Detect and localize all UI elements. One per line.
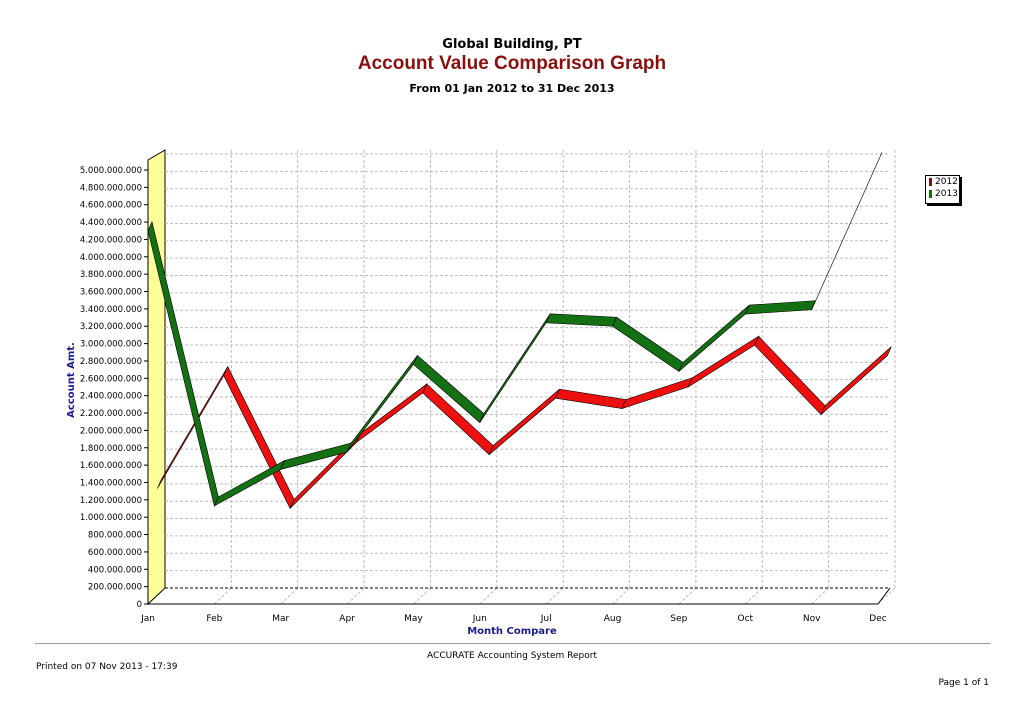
x-tick-label: May <box>404 614 423 624</box>
gridline-floor <box>280 587 299 605</box>
company-name: Global Building, PT <box>442 37 582 52</box>
x-tick-label: Feb <box>206 614 222 624</box>
gridline-floor <box>346 587 365 605</box>
legend-item-2012: 2012 <box>926 176 959 188</box>
y-tick-label: 5.000.000.000 <box>80 166 142 176</box>
y-tick-label: 2.600.000.000 <box>80 374 142 384</box>
legend-swatch-2013 <box>929 190 932 198</box>
y-tick-label: 3.000.000.000 <box>80 340 142 350</box>
chart-legend: 2012 2013 <box>925 175 960 204</box>
y-tick-label: 1.400.000.000 <box>80 478 142 488</box>
series-segment-2013 <box>811 152 883 310</box>
series-segment-2012 <box>820 346 892 415</box>
gridline-floor <box>413 587 431 605</box>
y-tick-label: 4.600.000.000 <box>80 201 142 211</box>
series-segment-2013 <box>213 459 286 507</box>
gridline-floor <box>479 587 498 605</box>
gridline-floor <box>612 587 630 605</box>
floor-right-edge <box>877 587 891 605</box>
gridline-floor <box>744 587 763 605</box>
report-title: Account Value Comparison Graph <box>357 53 667 74</box>
gridline-floor <box>214 587 232 605</box>
printed-timestamp: Printed on 07 Nov 2013 - 17:39 <box>36 662 178 672</box>
series-segment-2012 <box>687 335 760 388</box>
legend-label-2012: 2012 <box>935 177 958 187</box>
y-tick-label: 3.200.000.000 <box>80 322 142 332</box>
x-tick-label: Sep <box>670 614 687 624</box>
series-segment-2012 <box>555 388 627 409</box>
y-tick-label: 3.600.000.000 <box>80 288 142 298</box>
gridline-floor <box>811 587 829 605</box>
y-tick-label: 4.400.000.000 <box>80 218 142 228</box>
y-tick-label: 1.200.000.000 <box>80 496 142 506</box>
y-tick-label: 2.800.000.000 <box>80 357 142 367</box>
series-segment-2013 <box>612 316 684 372</box>
chart-series <box>147 152 892 510</box>
x-tick-label: Nov <box>803 614 821 624</box>
chart-labels: 0 200.000.000 400.000.000 600.000.000 800.00… <box>66 166 887 637</box>
chart-grid <box>147 149 896 606</box>
y-tick-label: 3.400.000.000 <box>80 305 142 315</box>
report-footer: ACCURATE Accounting System Report <box>427 651 597 661</box>
x-tick-label: Dec <box>869 614 886 624</box>
y-tick-label: 400.000.000 <box>88 565 142 575</box>
x-axis-title: Month Compare <box>467 626 557 637</box>
y-tick-label: 1.000.000.000 <box>80 513 142 523</box>
series-segment-2012 <box>223 365 295 510</box>
y-tick-label: 800.000.000 <box>88 531 142 541</box>
gridline-floor <box>678 587 697 605</box>
series-2012 <box>157 335 892 510</box>
y-tick-label: 600.000.000 <box>88 548 142 558</box>
x-tick-label: Jul <box>540 614 552 624</box>
series-2013 <box>147 152 883 507</box>
series-segment-2012 <box>621 377 693 410</box>
y-tick-label: 4.000.000.000 <box>80 253 142 263</box>
x-tick-label: Jun <box>472 614 487 624</box>
chart-axes <box>144 160 891 605</box>
legend-item-2013: 2013 <box>926 188 959 200</box>
y-tick-label: 4.200.000.000 <box>80 235 142 245</box>
series-segment-2012 <box>488 388 560 455</box>
x-tick-label: Oct <box>737 614 753 624</box>
y-tick-label: 1.600.000.000 <box>80 461 142 471</box>
x-tick-label: Jan <box>140 614 155 624</box>
legend-swatch-2012 <box>929 178 932 186</box>
series-segment-2012 <box>754 335 826 416</box>
x-tick-label: Mar <box>272 614 289 624</box>
series-segment-2013 <box>545 313 617 327</box>
x-tick-label: Apr <box>339 614 355 624</box>
legend-label-2013: 2013 <box>935 189 958 199</box>
page-number: Page 1 of 1 <box>938 678 990 688</box>
y-tick-label: 1.800.000.000 <box>80 444 142 454</box>
y-tick-label: 4.800.000.000 <box>80 183 142 193</box>
y-tick-label: 3.800.000.000 <box>80 270 142 280</box>
series-segment-2013 <box>744 300 817 315</box>
y-tick-label: 200.000.000 <box>88 583 142 593</box>
series-segment-2012 <box>157 366 228 489</box>
y-axis-title: Account Amt. <box>66 342 77 418</box>
gridline-floor <box>877 587 896 605</box>
y-tick-label: 2.400.000.000 <box>80 392 142 402</box>
footer-divider <box>35 643 990 644</box>
series-segment-2013 <box>678 304 750 372</box>
gridline-floor <box>545 587 564 605</box>
y-tick-label: 2.200.000.000 <box>80 409 142 419</box>
left-wall <box>147 149 166 606</box>
report-date-range: From 01 Jan 2012 to 31 Dec 2013 <box>409 82 615 95</box>
y-tick-label: 0 <box>137 600 142 610</box>
x-tick-label: Aug <box>604 614 622 624</box>
y-tick-label: 2.000.000.000 <box>80 426 142 436</box>
